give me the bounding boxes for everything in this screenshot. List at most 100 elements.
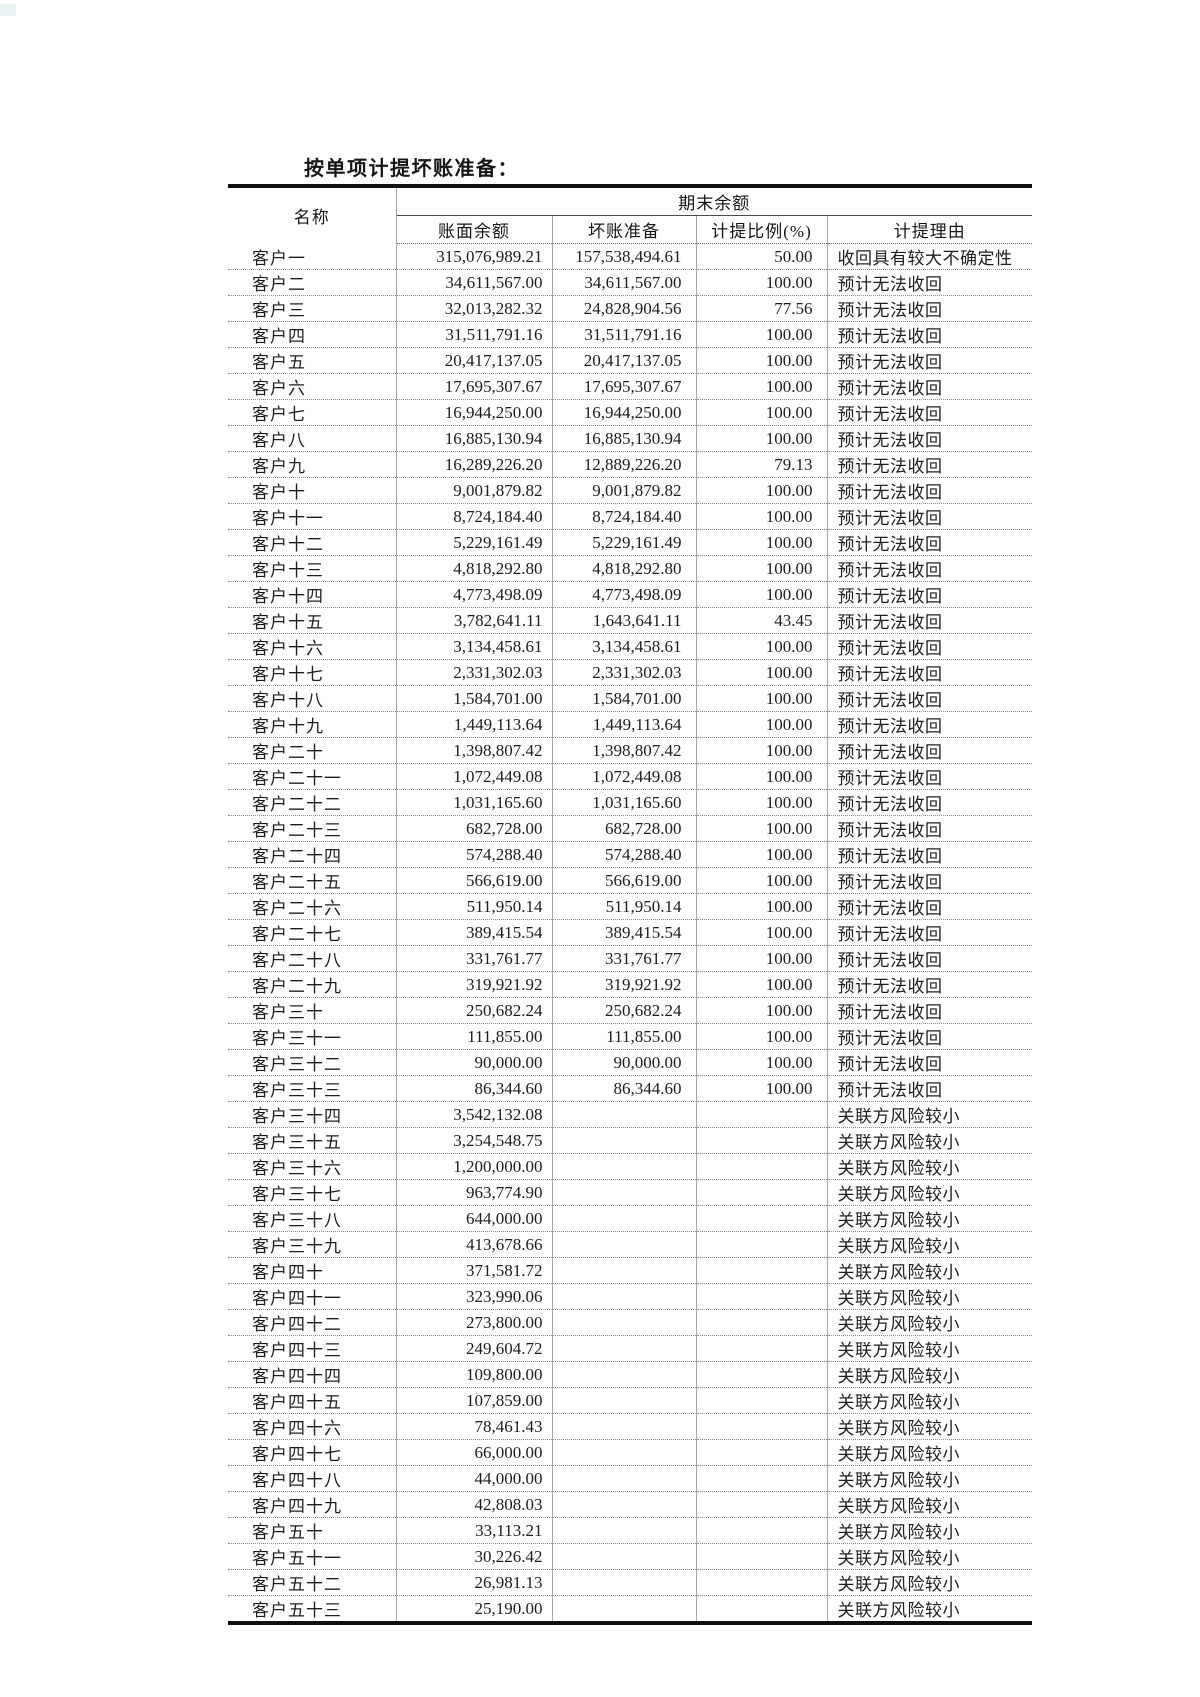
bad-debt-provision [551, 1153, 696, 1180]
customer-name: 客户四十五 [228, 1387, 396, 1414]
book-balance: 90,000.00 [395, 1049, 552, 1076]
book-balance: 249,604.72 [395, 1335, 552, 1362]
book-balance: 3,542,132.08 [395, 1101, 552, 1128]
provision-reason: 预计无法收回 [826, 997, 1032, 1024]
book-balance: 371,581.72 [395, 1257, 552, 1284]
bad-debt-provision: 5,229,161.49 [551, 529, 696, 556]
provision-ratio: 77.56 [695, 295, 827, 322]
bad-debt-provision [551, 1101, 696, 1128]
table-row: 客户三十九 413,678.66 关联方风险较小 [228, 1231, 1032, 1258]
book-balance: 34,611,567.00 [395, 269, 552, 296]
header-period-balance: 期末余额 [396, 186, 1032, 216]
book-balance: 20,417,137.05 [395, 347, 552, 374]
customer-name: 客户三十 [228, 997, 396, 1024]
table-row: 客户二十七 389,415.54 389,415.54 100.00 预计无法收回 [228, 919, 1032, 946]
book-balance: 5,229,161.49 [395, 529, 552, 556]
provision-reason: 预计无法收回 [826, 451, 1032, 478]
book-balance: 4,818,292.80 [395, 555, 552, 582]
book-balance: 86,344.60 [395, 1075, 552, 1102]
table-row: 客户十八 1,584,701.00 1,584,701.00 100.00 预计无法收回 [228, 685, 1032, 712]
bad-debt-provision: 157,538,494.61 [551, 243, 696, 270]
book-balance: 511,950.14 [395, 893, 552, 920]
provision-reason: 预计无法收回 [826, 425, 1032, 452]
book-balance: 16,289,226.20 [395, 451, 552, 478]
provision-ratio: 100.00 [695, 659, 827, 686]
table-row: 客户二十八 331,761.77 331,761.77 100.00 预计无法收回 [228, 945, 1032, 972]
bad-debt-provision: 1,584,701.00 [551, 685, 696, 712]
table-row: 客户三 32,013,282.32 24,828,904.56 77.56 预计无法收回 [228, 295, 1032, 322]
provision-reason: 预计无法收回 [826, 711, 1032, 738]
provision-reason: 关联方风险较小 [826, 1231, 1032, 1258]
provision-ratio: 100.00 [695, 789, 827, 816]
provision-reason: 预计无法收回 [826, 763, 1032, 790]
bad-debt-provision [551, 1387, 696, 1414]
book-balance: 8,724,184.40 [395, 503, 552, 530]
bad-debt-provision [551, 1465, 696, 1492]
book-balance: 644,000.00 [395, 1205, 552, 1232]
customer-name: 客户五十 [228, 1517, 396, 1544]
provision-ratio: 100.00 [695, 529, 827, 556]
provision-reason: 预计无法收回 [826, 399, 1032, 426]
provision-reason: 关联方风险较小 [826, 1361, 1032, 1388]
customer-name: 客户十八 [228, 685, 396, 712]
provision-reason: 预计无法收回 [826, 347, 1032, 374]
bad-debt-provision: 319,921.92 [551, 971, 696, 998]
customer-name: 客户三十五 [228, 1127, 396, 1154]
bad-debt-provision: 331,761.77 [551, 945, 696, 972]
book-balance: 31,511,791.16 [395, 321, 552, 348]
provision-reason: 预计无法收回 [826, 1075, 1032, 1102]
book-balance: 413,678.66 [395, 1231, 552, 1258]
table-row: 客户十五 3,782,641.11 1,643,641.11 43.45 预计无法收回 [228, 607, 1032, 634]
provision-ratio [695, 1439, 827, 1466]
provision-ratio: 50.00 [695, 243, 827, 270]
bad-debt-provision [551, 1491, 696, 1518]
table-row: 客户四十九 42,808.03 关联方风险较小 [228, 1491, 1032, 1518]
customer-name: 客户三十四 [228, 1101, 396, 1128]
table-row: 客户三十三 86,344.60 86,344.60 100.00 预计无法收回 [228, 1075, 1032, 1102]
customer-name: 客户三十七 [228, 1179, 396, 1206]
book-balance: 273,800.00 [395, 1309, 552, 1336]
scan-artifact [0, 4, 16, 16]
provision-reason: 关联方风险较小 [826, 1491, 1032, 1518]
provision-ratio: 100.00 [695, 737, 827, 764]
bad-debt-provision: 86,344.60 [551, 1075, 696, 1102]
provision-reason: 关联方风险较小 [826, 1257, 1032, 1284]
customer-name: 客户六 [228, 373, 396, 400]
provision-reason: 关联方风险较小 [826, 1127, 1032, 1154]
customer-name: 客户四十四 [228, 1361, 396, 1388]
provision-reason: 预计无法收回 [826, 789, 1032, 816]
bad-debt-provision: 16,944,250.00 [551, 399, 696, 426]
table-row: 客户三十八 644,000.00 关联方风险较小 [228, 1205, 1032, 1232]
bad-debt-provision [551, 1361, 696, 1388]
table-row: 客户五十 33,113.21 关联方风险较小 [228, 1517, 1032, 1544]
table-row: 客户十七 2,331,302.03 2,331,302.03 100.00 预计无法收回 [228, 659, 1032, 686]
book-balance: 566,619.00 [395, 867, 552, 894]
provision-ratio: 100.00 [695, 815, 827, 842]
provision-reason: 关联方风险较小 [826, 1517, 1032, 1544]
bad-debt-provision: 12,889,226.20 [551, 451, 696, 478]
customer-name: 客户四十八 [228, 1465, 396, 1492]
bad-debt-provision: 1,031,165.60 [551, 789, 696, 816]
provision-ratio [695, 1335, 827, 1362]
book-balance: 44,000.00 [395, 1465, 552, 1492]
book-balance: 109,800.00 [395, 1361, 552, 1388]
book-balance: 1,398,807.42 [395, 737, 552, 764]
table-row: 客户一 315,076,989.21 157,538,494.61 50.00 收回具有… [228, 243, 1032, 270]
customer-name: 客户十三 [228, 555, 396, 582]
bad-debt-provision: 17,695,307.67 [551, 373, 696, 400]
provision-ratio: 100.00 [695, 971, 827, 998]
provision-ratio [695, 1413, 827, 1440]
bad-debt-provision: 1,072,449.08 [551, 763, 696, 790]
customer-name: 客户十 [228, 477, 396, 504]
provision-ratio: 79.13 [695, 451, 827, 478]
book-balance: 107,859.00 [395, 1387, 552, 1414]
provision-ratio: 100.00 [695, 841, 827, 868]
book-balance: 1,200,000.00 [395, 1153, 552, 1180]
customer-name: 客户三十九 [228, 1231, 396, 1258]
customer-name: 客户十一 [228, 503, 396, 530]
book-balance: 33,113.21 [395, 1517, 552, 1544]
book-balance: 2,331,302.03 [395, 659, 552, 686]
provision-ratio: 100.00 [695, 867, 827, 894]
provision-ratio [695, 1283, 827, 1310]
table-row: 客户四十七 66,000.00 关联方风险较小 [228, 1439, 1032, 1466]
